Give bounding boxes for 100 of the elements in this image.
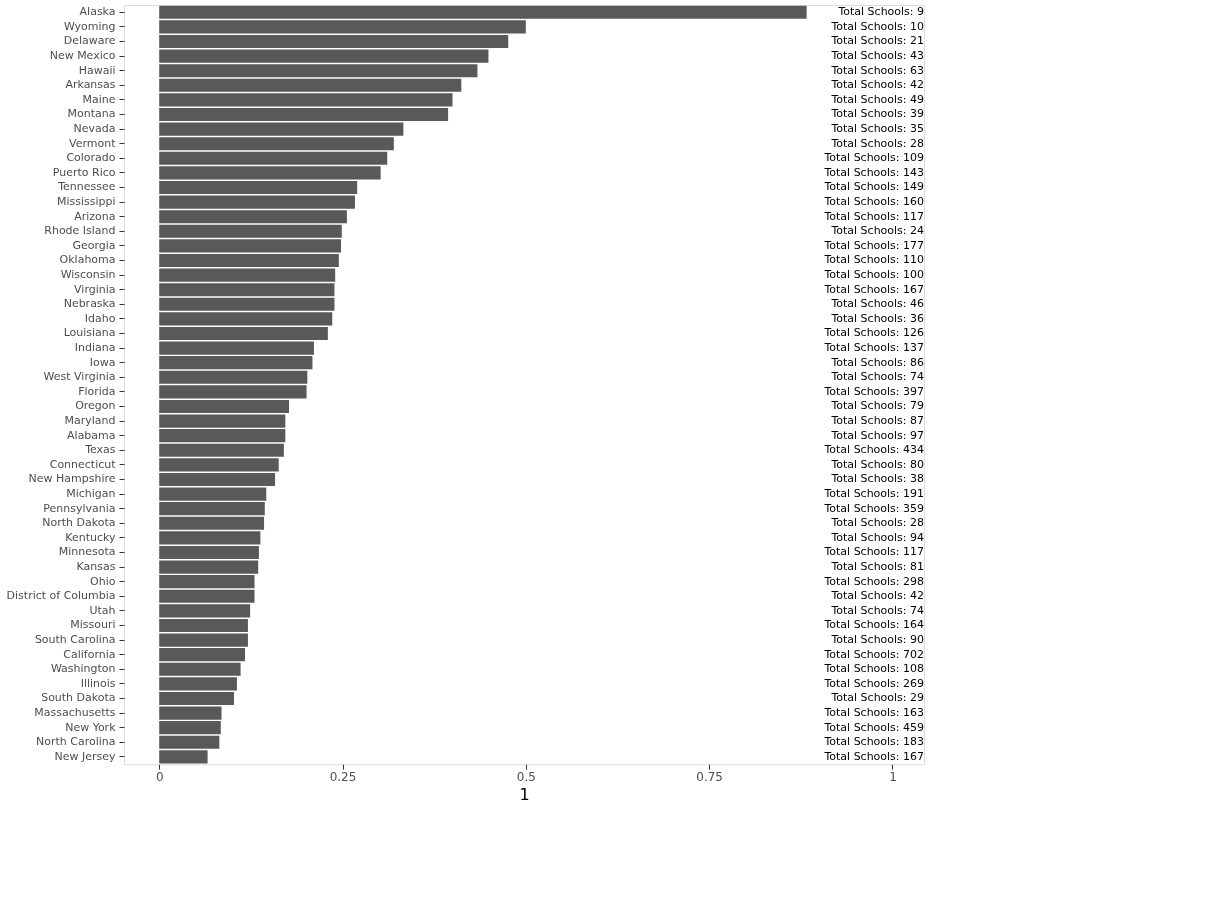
x-tick-label: 0 — [155, 769, 164, 784]
y-tick-label: Wyoming — [63, 19, 116, 33]
annotation: Total Schools: 117 — [823, 209, 924, 223]
annotation: Total Schools: 126 — [823, 326, 924, 340]
y-tick-label: Oregon — [75, 399, 116, 413]
y-tick-label: North Dakota — [42, 516, 116, 530]
y-tick-label: Kansas — [76, 560, 116, 574]
y-tick-label: Arkansas — [65, 78, 116, 92]
y-tick-label: Oklahoma — [59, 253, 116, 267]
annotation: Total Schools: 28 — [830, 516, 924, 530]
annotation: Total Schools: 97 — [830, 428, 924, 442]
annotation: Total Schools: 79 — [830, 399, 924, 413]
y-tick-label: Utah — [89, 603, 116, 617]
bar — [159, 472, 276, 487]
y-tick-label: New Mexico — [49, 49, 116, 63]
bar — [159, 253, 339, 268]
annotation: Total Schools: 702 — [823, 647, 924, 661]
annotation: Total Schools: 81 — [830, 560, 924, 574]
y-tick-label: Arizona — [74, 209, 116, 223]
bar — [159, 34, 509, 49]
annotation: Total Schools: 87 — [830, 414, 924, 428]
annotation: Total Schools: 167 — [823, 282, 924, 296]
y-tick-label: Rhode Island — [44, 224, 116, 238]
y-tick-label: Wisconsin — [60, 268, 116, 282]
bar — [159, 399, 289, 414]
y-tick-label: Delaware — [63, 34, 116, 48]
x-tick-label: 0.5 — [516, 769, 536, 784]
y-tick-label: Iowa — [89, 355, 116, 369]
y-tick-label: Ohio — [90, 574, 116, 588]
annotation: Total Schools: 63 — [830, 63, 924, 77]
y-tick-label: Vermont — [69, 136, 117, 150]
annotation: Total Schools: 164 — [823, 618, 924, 632]
y-tick-label: Nebraska — [63, 297, 116, 311]
bar — [159, 545, 259, 560]
y-tick-label: Texas — [84, 443, 116, 457]
y-tick-label: Idaho — [84, 311, 116, 325]
y-tick-label: Connecticut — [49, 457, 117, 471]
y-tick-label: Tennessee — [57, 180, 116, 194]
y-tick-label: Illinois — [80, 676, 116, 690]
y-tick-label: Hawaii — [78, 63, 116, 77]
x-axis-title: 1 — [519, 784, 530, 804]
y-tick-label: California — [63, 647, 116, 661]
y-tick-label: New Hampshire — [28, 472, 116, 486]
annotation: Total Schools: 177 — [823, 238, 924, 252]
annotation: Total Schools: 21 — [830, 34, 924, 48]
x-tick-label: 0.25 — [329, 769, 357, 784]
annotation: Total Schools: 10 — [830, 19, 924, 33]
y-tick-label: Pennsylvania — [43, 501, 116, 515]
y-tick-label: Massachusetts — [34, 706, 116, 720]
annotation: Total Schools: 94 — [830, 530, 924, 544]
y-tick-label: New York — [65, 720, 117, 734]
annotation: Total Schools: 149 — [823, 180, 924, 194]
y-tick-label: Missouri — [70, 618, 116, 632]
y-tick-label: South Dakota — [41, 691, 116, 705]
annotation: Total Schools: 434 — [823, 443, 924, 457]
annotation: Total Schools: 46 — [830, 297, 924, 311]
annotation: Total Schools: 29 — [830, 691, 924, 705]
annotation: Total Schools: 39 — [830, 107, 924, 121]
annotation: Total Schools: 42 — [830, 589, 924, 603]
annotation: Total Schools: 35 — [830, 122, 924, 136]
bar — [159, 691, 234, 706]
annotation: Total Schools: 269 — [823, 676, 924, 690]
annotation: Total Schools: 191 — [823, 487, 924, 501]
annotation: Total Schools: 90 — [830, 633, 924, 647]
annotation: Total Schools: 49 — [830, 92, 924, 106]
annotation: Total Schools: 110 — [823, 253, 924, 267]
annotation: Total Schools: 163 — [823, 706, 924, 720]
annotation: Total Schools: 24 — [830, 224, 924, 238]
y-tick-label: Georgia — [72, 238, 116, 252]
y-tick-label: Kentucky — [65, 530, 116, 544]
annotation: Total Schools: 86 — [830, 355, 924, 369]
y-tick-label: Minnesota — [58, 545, 116, 559]
x-tick-label: 0.75 — [696, 769, 723, 784]
y-tick-label: Alabama — [67, 428, 116, 442]
y-tick-label: Mississippi — [56, 195, 116, 209]
annotation: Total Schools: 74 — [830, 370, 924, 384]
annotation: Total Schools: 43 — [830, 49, 924, 63]
y-tick-label: South Carolina — [34, 633, 116, 647]
annotation: Total Schools: 9 — [837, 5, 924, 19]
y-tick-label: Colorado — [66, 151, 116, 165]
annotation: Total Schools: 117 — [823, 545, 924, 559]
y-tick-label: Alaska — [79, 5, 116, 19]
annotation: Total Schools: 143 — [823, 165, 924, 179]
x-tick-label: 1 — [889, 769, 897, 784]
annotation: Total Schools: 36 — [830, 311, 924, 325]
y-tick-label: District of Columbia — [6, 589, 116, 603]
annotation: Total Schools: 74 — [830, 603, 924, 617]
annotation: Total Schools: 137 — [823, 341, 924, 355]
y-tick-label: West Virginia — [43, 370, 116, 384]
annotation: Total Schools: 298 — [823, 574, 924, 588]
y-tick-label: Virginia — [74, 282, 116, 296]
y-tick-label: Montana — [67, 107, 116, 121]
bar — [159, 180, 358, 195]
annotation: Total Schools: 397 — [823, 384, 924, 398]
annotation: Total Schools: 167 — [823, 749, 924, 763]
y-tick-label: Puerto Rico — [52, 165, 116, 179]
y-tick-label: Florida — [78, 384, 116, 398]
bar — [159, 107, 449, 122]
y-tick-label: Michigan — [66, 487, 116, 501]
annotation: Total Schools: 183 — [823, 735, 924, 749]
